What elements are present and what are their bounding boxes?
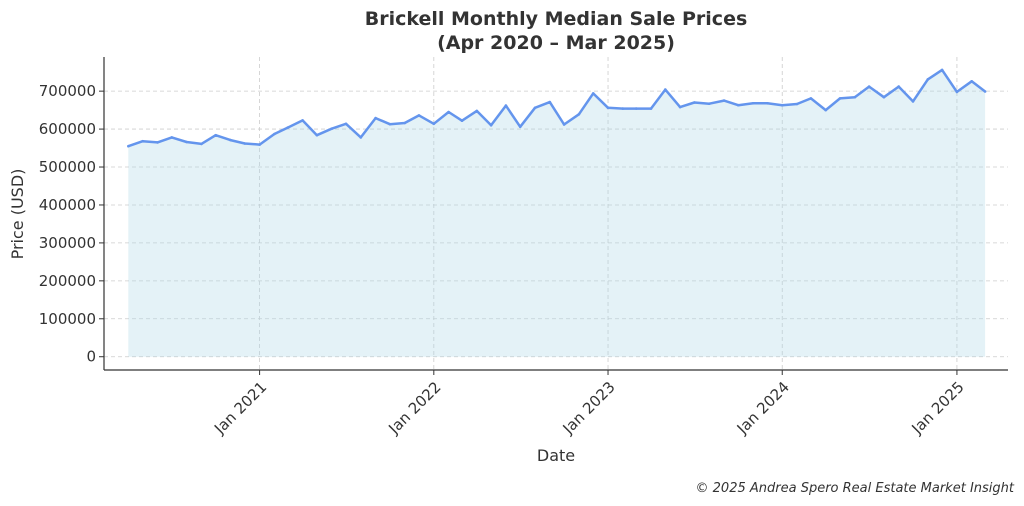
price-data-point [432,122,436,126]
price-data-point [882,95,886,99]
price-data-point [243,142,247,145]
price-data-point [127,144,130,148]
price-data-point [504,104,508,107]
price-data-point [214,133,217,137]
price-data-point [301,119,304,122]
price-data-point [897,85,900,88]
price-data-point [344,122,348,126]
y-tick-label: 500000 [39,158,96,176]
y-tick-label: 300000 [39,234,96,252]
price-data-point [838,97,842,100]
price-data-point [795,102,799,106]
y-tick-label: 200000 [39,272,96,290]
price-data-point [824,108,827,112]
price-data-point [141,139,144,143]
price-data-point [359,136,363,139]
price-data-point [780,103,784,107]
price-data-point [315,133,319,137]
price-data-point [403,121,407,125]
price-data-point [649,107,653,110]
x-tick-label: Jan 2021 [210,378,270,438]
price-area-fill [128,69,986,357]
price-data-point [577,113,581,116]
price-data-point [518,125,522,129]
y-tick-label: 100000 [39,310,96,328]
x-tick-label: Jan 2025 [908,378,968,438]
price-data-point [533,106,537,110]
price-data-point [417,114,421,117]
price-data-point [983,90,987,93]
price-data-point [955,90,959,94]
price-data-point [170,136,174,139]
y-tick-label: 600000 [39,120,96,138]
price-data-point [707,102,711,105]
price-data-point [229,138,232,142]
price-data-point [460,119,464,122]
price-data-point [200,142,203,146]
price-data-point [737,103,740,107]
price-data-point [591,92,595,95]
chart-subtitle: (Apr 2020 – Mar 2025) [437,32,675,54]
price-data-point [273,132,276,136]
price-data-point [447,110,450,114]
price-data-point [606,106,610,110]
price-data-point [185,140,188,144]
price-data-point [562,123,566,126]
x-tick-label: Jan 2023 [559,378,619,438]
y-tick-label: 400000 [39,196,96,214]
price-series-line [127,68,986,148]
price-data-point [970,80,973,83]
price-data-point [693,101,696,104]
price-data-point [475,109,479,113]
price-data-point [374,116,377,120]
price-data-point [722,99,726,102]
y-tick-label: 700000 [39,82,96,100]
price-data-point [621,107,625,110]
y-tick-label: 0 [86,348,96,366]
y-axis-label: Price (USD) [8,169,27,260]
x-tick-label: Jan 2022 [384,378,444,438]
price-data-point [548,100,552,104]
price-data-point [926,78,930,81]
copyright-credit: © 2025 Andrea Spero Real Estate Market I… [695,481,1014,496]
price-data-point [853,95,857,99]
price-data-point [751,102,755,105]
price-data-point [678,105,682,109]
price-data-point [867,85,871,88]
chart-title: Brickell Monthly Median Sale Prices [365,8,748,30]
price-data-point [258,143,261,146]
price-data-point [809,97,813,100]
price-data-point [766,102,769,105]
price-data-point [489,124,493,127]
price-data-point [911,100,915,103]
price-data-point [388,122,392,126]
price-data-point [330,127,334,130]
price-data-point [634,107,638,110]
price-data-point [664,88,667,91]
x-tick-label: Jan 2024 [733,378,793,438]
x-axis-label: Date [537,446,575,465]
price-data-point [940,68,944,72]
price-data-point [286,126,290,129]
price-data-point [156,141,159,144]
